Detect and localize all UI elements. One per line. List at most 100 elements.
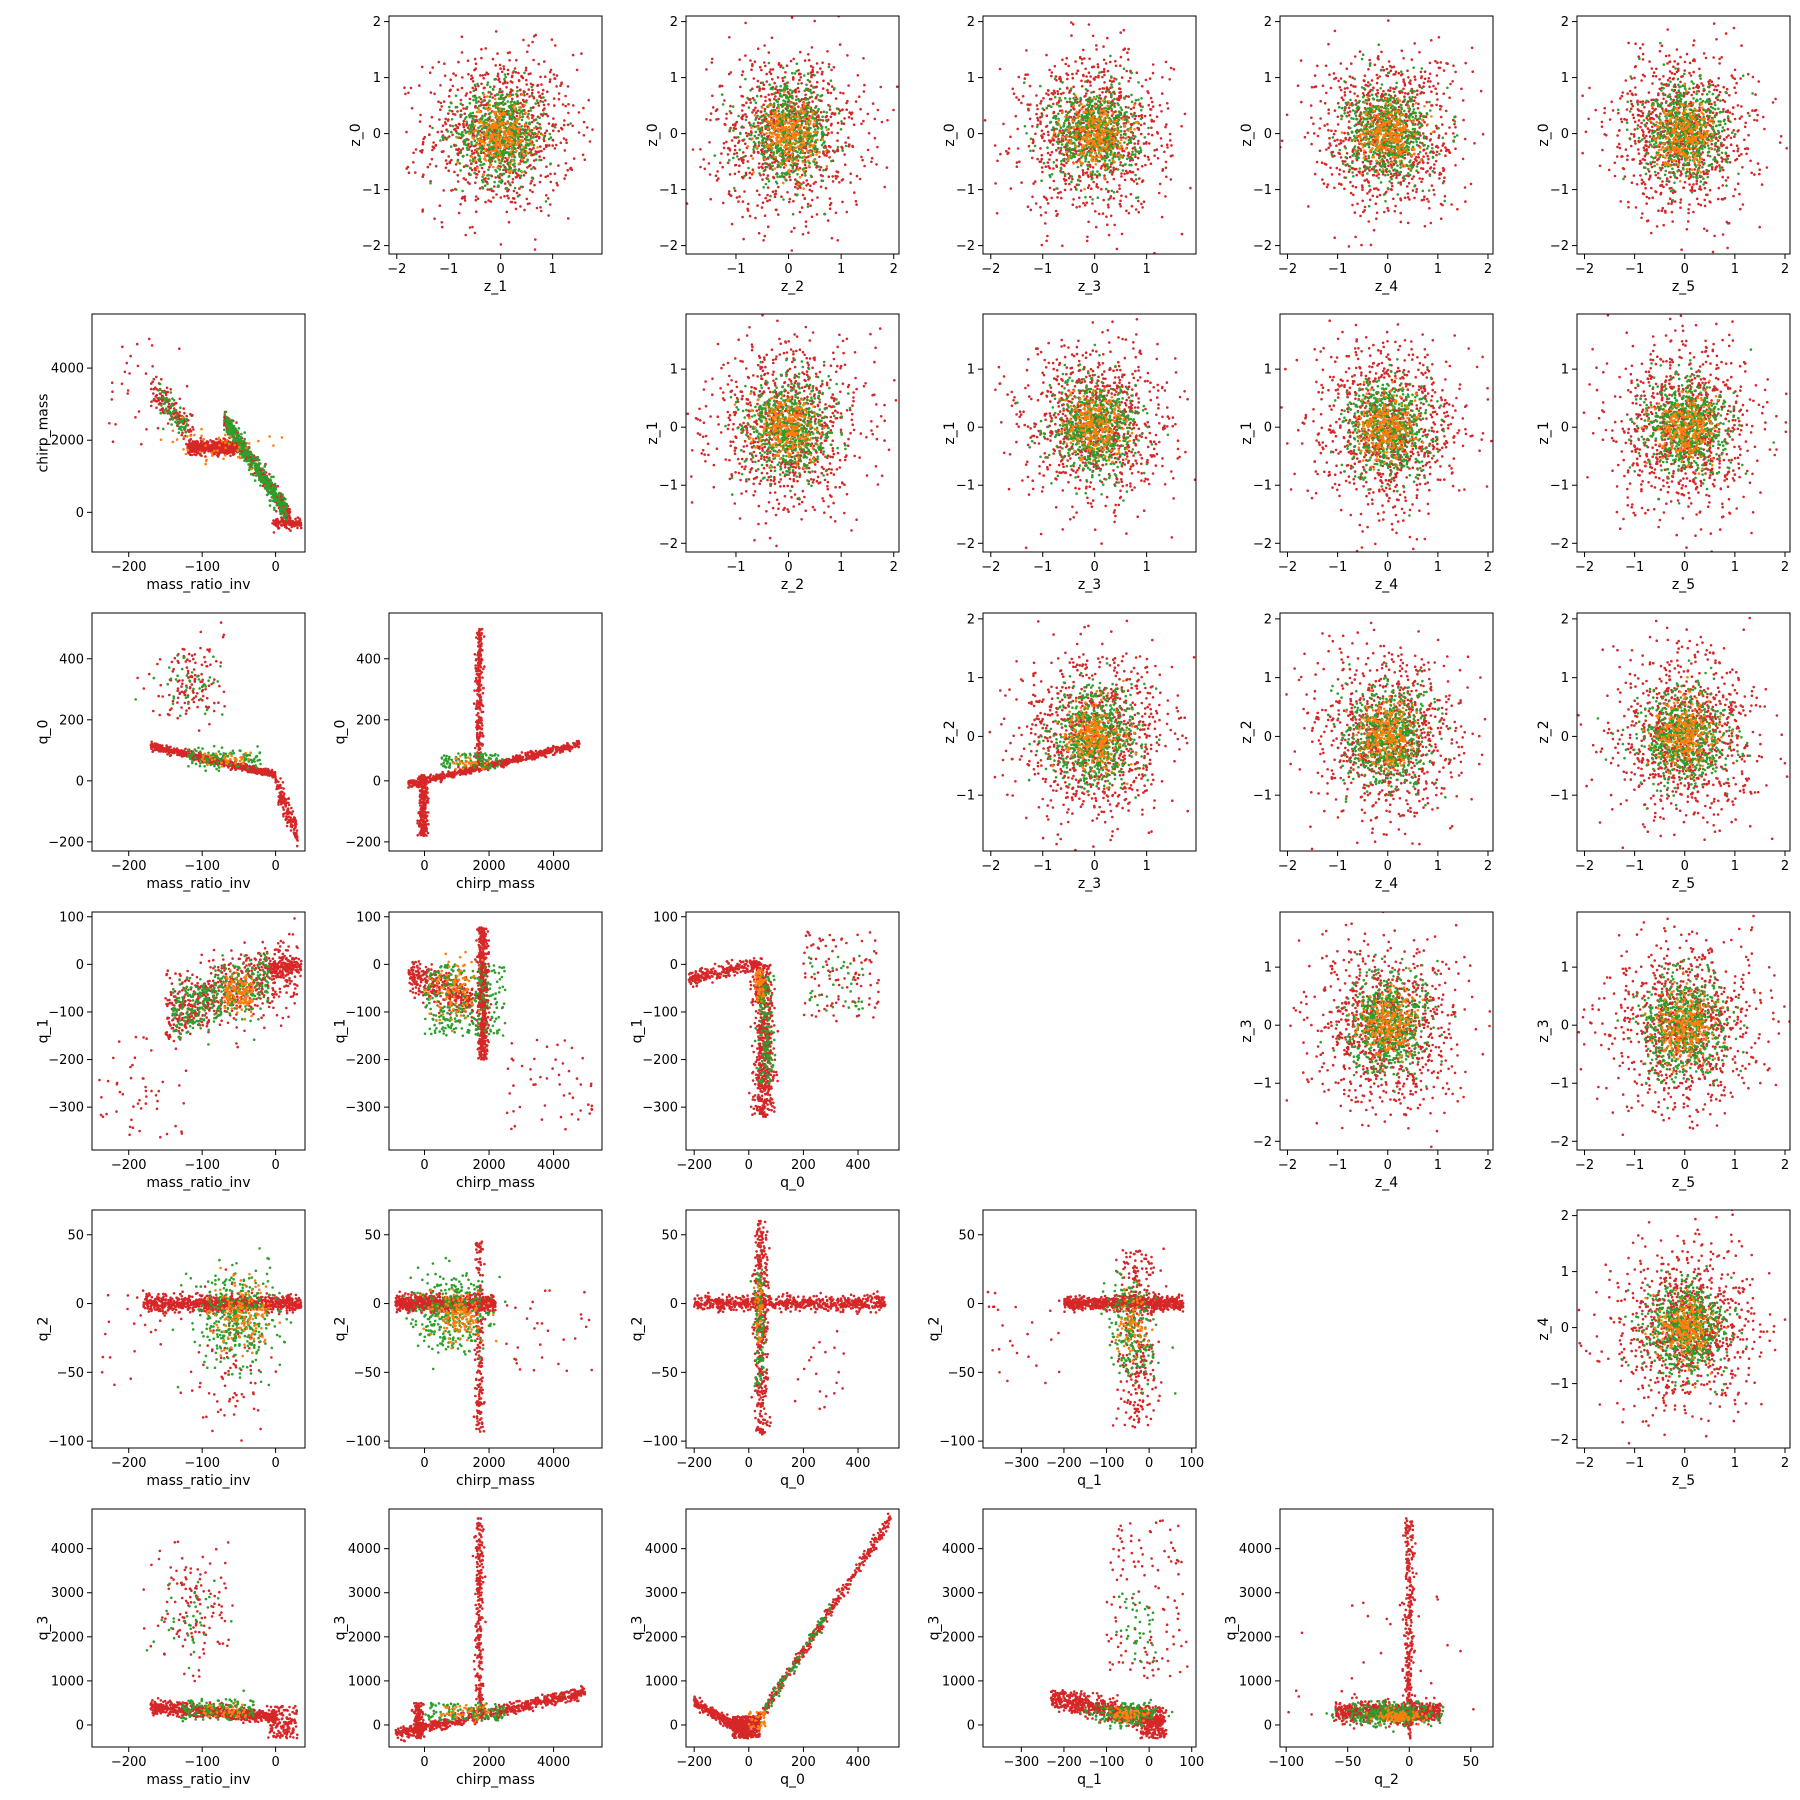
data-point	[1108, 79, 1112, 82]
data-point	[1155, 148, 1159, 151]
data-point	[790, 112, 794, 115]
data-point	[802, 167, 805, 170]
data-point	[1032, 182, 1035, 185]
data-point	[439, 139, 442, 142]
data-point	[807, 231, 810, 234]
data-point	[769, 145, 772, 149]
data-point	[854, 100, 858, 103]
data-point	[1164, 60, 1168, 64]
data-point	[524, 123, 528, 127]
data-point	[808, 116, 811, 120]
data-point	[517, 71, 520, 75]
data-point	[783, 138, 786, 142]
data-point	[518, 108, 521, 112]
data-point	[450, 118, 454, 121]
data-point	[766, 193, 769, 197]
data-point	[730, 139, 734, 142]
data-point	[501, 90, 504, 93]
data-point	[1142, 200, 1146, 203]
data-point	[1056, 196, 1059, 199]
data-point	[779, 161, 783, 165]
data-point	[1096, 106, 1099, 110]
data-point	[805, 184, 808, 187]
data-point	[1087, 160, 1090, 164]
data-point	[484, 123, 488, 126]
data-point	[818, 155, 821, 159]
data-point	[473, 68, 476, 72]
data-point	[475, 176, 478, 179]
data-point	[765, 72, 768, 76]
data-point	[469, 128, 473, 131]
data-point	[498, 80, 502, 84]
data-point	[559, 141, 563, 145]
data-point	[1088, 57, 1091, 60]
data-point	[707, 162, 711, 165]
data-point	[771, 168, 774, 171]
data-point	[518, 162, 521, 165]
data-point	[1095, 48, 1098, 51]
data-point	[515, 92, 518, 96]
data-point	[751, 96, 755, 100]
data-point	[800, 98, 804, 101]
data-point	[782, 90, 786, 94]
data-point	[833, 87, 836, 90]
data-point	[779, 153, 782, 157]
data-point	[691, 148, 695, 151]
data-point	[1080, 156, 1083, 159]
data-point	[471, 95, 475, 98]
data-point	[1033, 180, 1037, 183]
data-point	[536, 126, 540, 130]
data-point	[1088, 81, 1092, 84]
data-point	[862, 57, 865, 60]
data-point	[1108, 90, 1111, 94]
data-point	[531, 106, 535, 109]
data-point	[1032, 140, 1035, 143]
data-point	[440, 130, 444, 133]
data-point	[449, 101, 453, 104]
data-point	[436, 130, 440, 134]
data-point	[421, 140, 425, 144]
data-point	[503, 151, 507, 154]
data-point	[465, 115, 468, 119]
data-point	[509, 122, 513, 125]
data-point	[587, 98, 590, 102]
data-point	[1083, 139, 1087, 143]
data-point	[819, 67, 822, 70]
data-point	[489, 163, 492, 166]
data-point	[1016, 147, 1020, 150]
data-point	[803, 74, 806, 77]
data-point	[819, 185, 823, 189]
data-point	[503, 182, 507, 185]
data-point	[825, 118, 828, 122]
data-point	[480, 56, 483, 60]
data-point	[1138, 146, 1142, 149]
data-point	[1052, 139, 1056, 142]
data-point	[445, 162, 449, 165]
data-point	[829, 79, 833, 82]
data-point	[824, 146, 827, 150]
data-point	[809, 71, 813, 74]
data-point	[781, 172, 784, 175]
data-point	[496, 156, 500, 159]
data-point	[540, 149, 543, 153]
data-point	[511, 181, 514, 184]
data-point	[1121, 169, 1125, 172]
data-point	[588, 140, 592, 143]
data-point	[755, 146, 759, 149]
data-point	[983, 119, 987, 122]
data-point	[549, 172, 552, 176]
data-point	[1071, 23, 1075, 26]
data-point	[726, 153, 730, 156]
data-point	[734, 163, 737, 167]
data-point	[1103, 159, 1107, 162]
data-point	[1087, 99, 1091, 103]
data-point	[804, 220, 808, 223]
data-point	[715, 118, 718, 121]
data-point	[539, 113, 543, 116]
data-point	[480, 127, 484, 131]
data-point	[456, 125, 459, 129]
data-point	[1125, 157, 1129, 161]
data-point	[1060, 196, 1063, 200]
data-point	[460, 35, 464, 38]
data-point	[476, 142, 479, 146]
